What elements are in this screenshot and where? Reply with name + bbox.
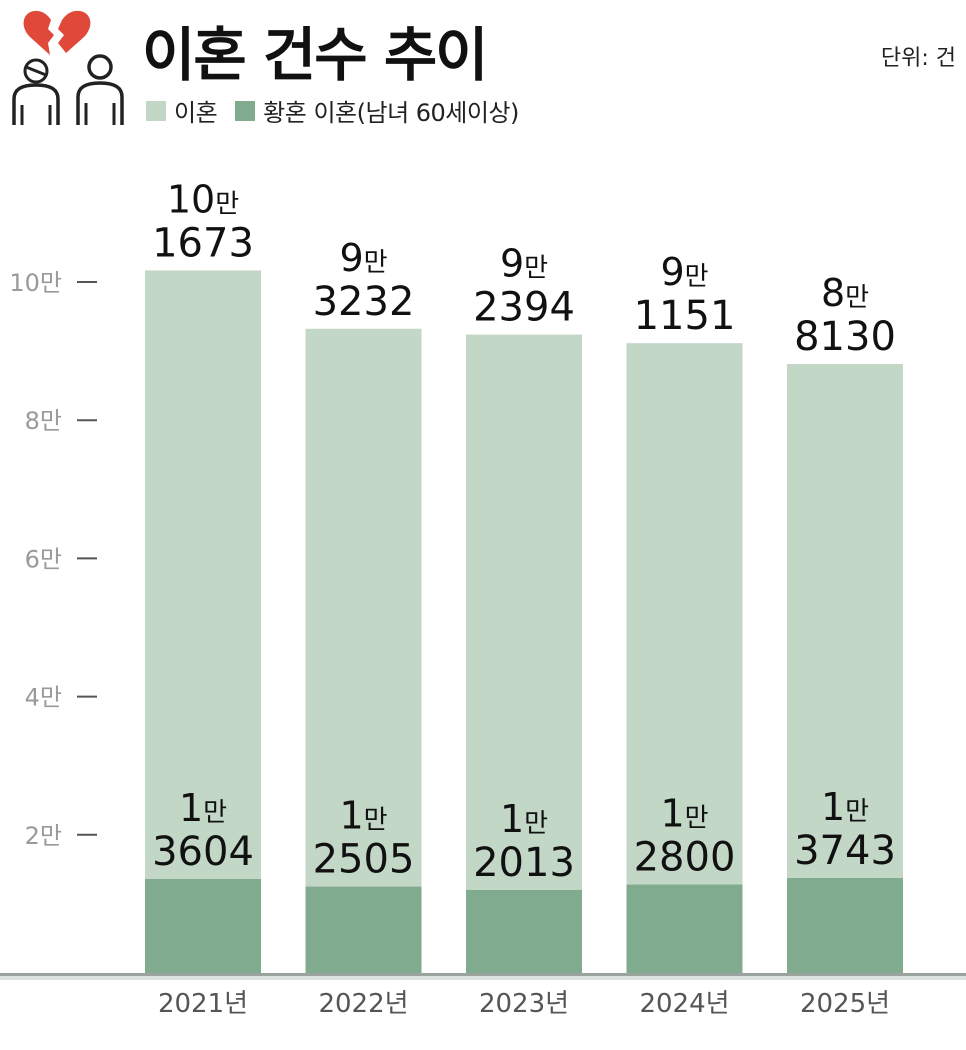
bar-divorce [305,328,422,974]
y-tick-label: 2만 [25,822,62,850]
data-label-gray-top: 1만 [821,785,869,829]
legend-label-divorce: 이혼 [174,99,218,127]
data-label-divorce-bottom: 3232 [313,279,415,325]
data-label-divorce-bottom: 1673 [152,220,254,266]
data-label-gray-top: 1만 [660,792,708,836]
bar-divorce [145,270,261,973]
bar-gray-divorce [626,884,743,973]
legend-item-gray-divorce: 황혼 이혼(남녀 60세이상) [235,93,519,128]
data-label-gray-bottom: 3743 [794,828,896,874]
legend-label-gray-divorce: 황혼 이혼(남녀 60세이상) [263,99,519,127]
x-category-label: 2021년 [158,989,248,1019]
data-label-gray-bottom: 2505 [313,837,415,883]
data-label-gray-bottom: 2013 [473,840,575,886]
data-label-divorce-bottom: 2394 [473,285,575,331]
couple-broken-heart-icon [8,5,128,134]
data-label-divorce-bottom: 8130 [794,314,896,360]
y-tick-label: 4만 [25,684,62,712]
data-label-divorce-top: 9만 [339,236,387,280]
data-label-gray-bottom: 2800 [634,835,736,881]
x-category-label: 2022년 [318,989,408,1019]
y-tick-label: 8만 [25,407,62,435]
data-label-gray-top: 1만 [179,786,227,830]
x-category-label: 2023년 [479,989,569,1019]
unit-label: 단위: 건 [880,46,956,71]
x-category-label: 2025년 [800,989,890,1019]
y-tick-label: 10만 [9,269,62,297]
data-label-gray-top: 1만 [339,794,387,838]
bar-divorce [787,364,903,973]
legend-swatch-gray-divorce [235,100,256,121]
bar-gray-divorce [466,889,582,973]
bar-divorce [626,343,743,973]
data-label-gray-top: 1만 [500,797,548,841]
legend-swatch-divorce [146,100,166,121]
x-axis-shadow [0,976,966,980]
data-label-divorce-top: 8만 [821,271,869,315]
legend-item-divorce: 이혼 [146,93,218,128]
chart-header: 이혼 건수 추이 단위: 건 이혼 황혼 이혼(남녀 60세이상) [0,0,966,140]
bar-gray-divorce [787,878,903,973]
x-axis-baseline [0,973,966,976]
chart-title: 이혼 건수 추이 [142,21,489,89]
chart-legend: 이혼 황혼 이혼(남녀 60세이상) [146,93,537,128]
bar-gray-divorce [305,886,422,973]
data-label-divorce-top: 9만 [660,250,708,294]
data-label-divorce-top: 10만 [167,177,239,221]
bar-divorce [466,334,582,973]
bar-gray-divorce [145,878,261,973]
data-label-divorce-bottom: 1151 [634,293,736,339]
y-tick-label: 6만 [25,545,62,573]
data-label-gray-bottom: 3604 [152,829,254,875]
x-category-label: 2024년 [639,989,729,1019]
data-label-divorce-top: 9만 [500,242,548,286]
